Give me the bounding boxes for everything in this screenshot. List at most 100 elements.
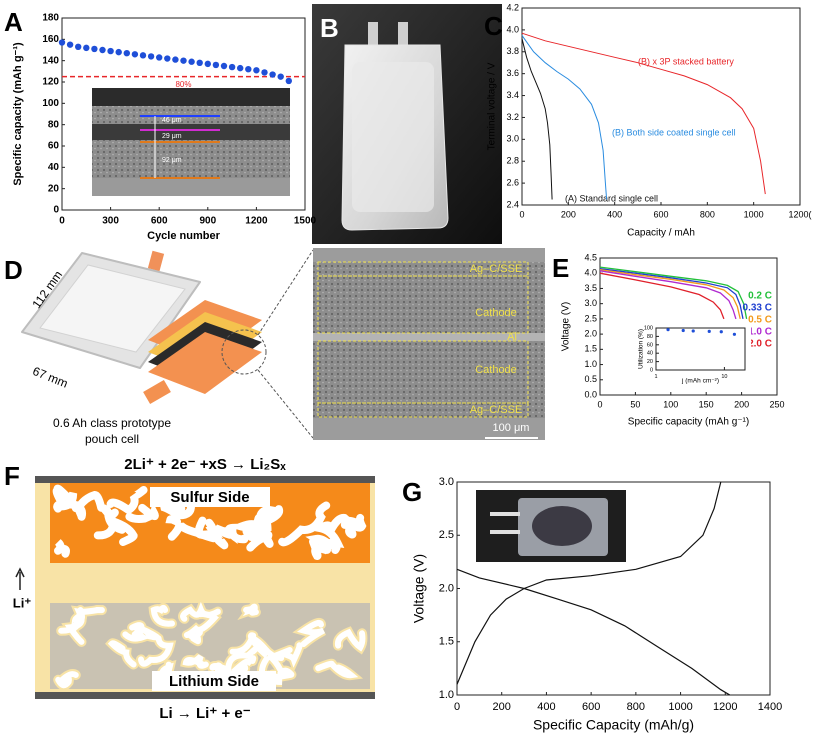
line <box>456 481 722 685</box>
layer-label: Al <box>507 331 517 343</box>
point <box>220 62 228 70</box>
point <box>172 56 179 63</box>
point <box>681 328 685 333</box>
series-label: (B) Both side coated single cell <box>612 127 736 137</box>
y-tick-label: 120 <box>42 77 59 88</box>
legend-entry: 1.0 C <box>748 327 772 338</box>
texture <box>242 603 259 617</box>
point <box>204 60 211 68</box>
photo-b: B <box>312 4 502 244</box>
y-tick-label: 2.0 <box>439 582 454 594</box>
y-tick-label: 2.0 <box>584 328 597 338</box>
y-tick-label: 160 <box>42 34 59 45</box>
y-tick-label: 2.5 <box>439 529 454 541</box>
layer-label: Cathode <box>475 364 517 376</box>
y-tick-label: 2.4 <box>506 199 519 209</box>
y-tick-label: 0.0 <box>584 389 597 399</box>
texture <box>278 501 331 547</box>
y-tick-label: 4.2 <box>506 2 519 12</box>
y-axis-label: Voltage (V) <box>561 302 572 351</box>
y-tick-label: 2.5 <box>584 313 597 323</box>
panel-letter: F <box>4 461 20 491</box>
texture <box>93 515 138 546</box>
inset-frame <box>642 324 751 388</box>
point <box>691 329 695 333</box>
point <box>196 59 203 66</box>
point <box>180 57 187 64</box>
line <box>521 32 766 195</box>
point <box>156 54 163 61</box>
texture <box>296 619 326 647</box>
y-tick-label: 80 <box>48 119 60 130</box>
annotation: 80% <box>175 80 191 89</box>
y-tick-label: 0.5 <box>584 374 597 384</box>
texture <box>54 539 70 558</box>
caption: pouch cell <box>85 432 139 446</box>
texture <box>271 642 303 668</box>
x-tick-label: 0 <box>519 209 524 219</box>
y-tick-label: 3.5 <box>584 283 597 293</box>
legend-entry: 0.33 C <box>743 303 772 314</box>
y-tick-label: 3.8 <box>506 46 519 56</box>
x-tick-label: 600 <box>653 209 668 219</box>
x-tick-label: 1400 <box>758 701 782 713</box>
texture <box>55 671 79 689</box>
x-tick-label: 400 <box>607 209 622 219</box>
photo-g <box>476 490 626 562</box>
y-tick-label: 100 <box>644 325 653 331</box>
y-tick-label: 4.0 <box>584 268 597 278</box>
y-axis-label: Utilization (%) <box>638 329 645 369</box>
x-tick-label: 1000 <box>744 209 764 219</box>
line <box>599 266 748 320</box>
point <box>58 39 66 46</box>
y-tick-label: 1.5 <box>584 344 597 354</box>
point <box>75 43 82 50</box>
x-tick-label: 400 <box>537 701 555 713</box>
texture <box>180 601 221 622</box>
point <box>66 41 74 48</box>
legend-entry: 0.5 C <box>748 315 772 326</box>
inset-label: 29 μm <box>162 133 182 140</box>
x-tick-label: 0 <box>454 701 460 713</box>
y-tick-label: 180 <box>42 13 59 24</box>
x-tick-label: 200 <box>493 701 511 713</box>
texture <box>248 632 284 673</box>
y-tick-label: 60 <box>647 342 653 348</box>
x-tick-label: 10 <box>721 374 727 380</box>
point <box>212 61 220 69</box>
line <box>521 35 608 200</box>
x-axis-label: Cycle number <box>147 230 220 242</box>
point <box>707 329 711 333</box>
y-axis-label: Voltage (V) <box>411 554 427 623</box>
texture <box>107 640 137 668</box>
point <box>91 45 98 53</box>
inset-label: 46 μm <box>162 117 182 124</box>
legend-entry: 2.0 C <box>748 339 772 350</box>
y-tick-label: 3.2 <box>506 112 519 122</box>
x-tick-label: 150 <box>699 399 714 409</box>
panel-letter: C <box>484 11 503 41</box>
x-tick-label: 600 <box>151 216 168 227</box>
point <box>107 47 114 55</box>
x-tick-label: 800 <box>700 209 715 219</box>
texture <box>52 484 74 513</box>
texture <box>131 624 160 641</box>
line <box>456 568 731 696</box>
texture <box>150 604 175 627</box>
texture <box>182 654 209 669</box>
point <box>131 51 139 58</box>
x-tick-label: 600 <box>582 701 600 713</box>
y-tick-label: 20 <box>48 183 60 194</box>
texture <box>334 628 366 652</box>
point <box>188 58 195 65</box>
texture <box>230 655 257 673</box>
x-axis-label: Specific capacity (mAh g⁻¹) <box>628 417 749 428</box>
sem-inset-a: 46 μm 29 μm 92 μm <box>92 88 290 196</box>
caption: 0.6 Ah class prototype <box>53 416 171 430</box>
point <box>237 64 244 72</box>
region-label: Lithium Side <box>169 673 259 690</box>
y-tick-label: 40 <box>647 351 653 357</box>
point <box>164 55 171 62</box>
series-label: (A) Standard single cell <box>565 193 658 203</box>
y-tick-label: 1.5 <box>439 636 454 648</box>
